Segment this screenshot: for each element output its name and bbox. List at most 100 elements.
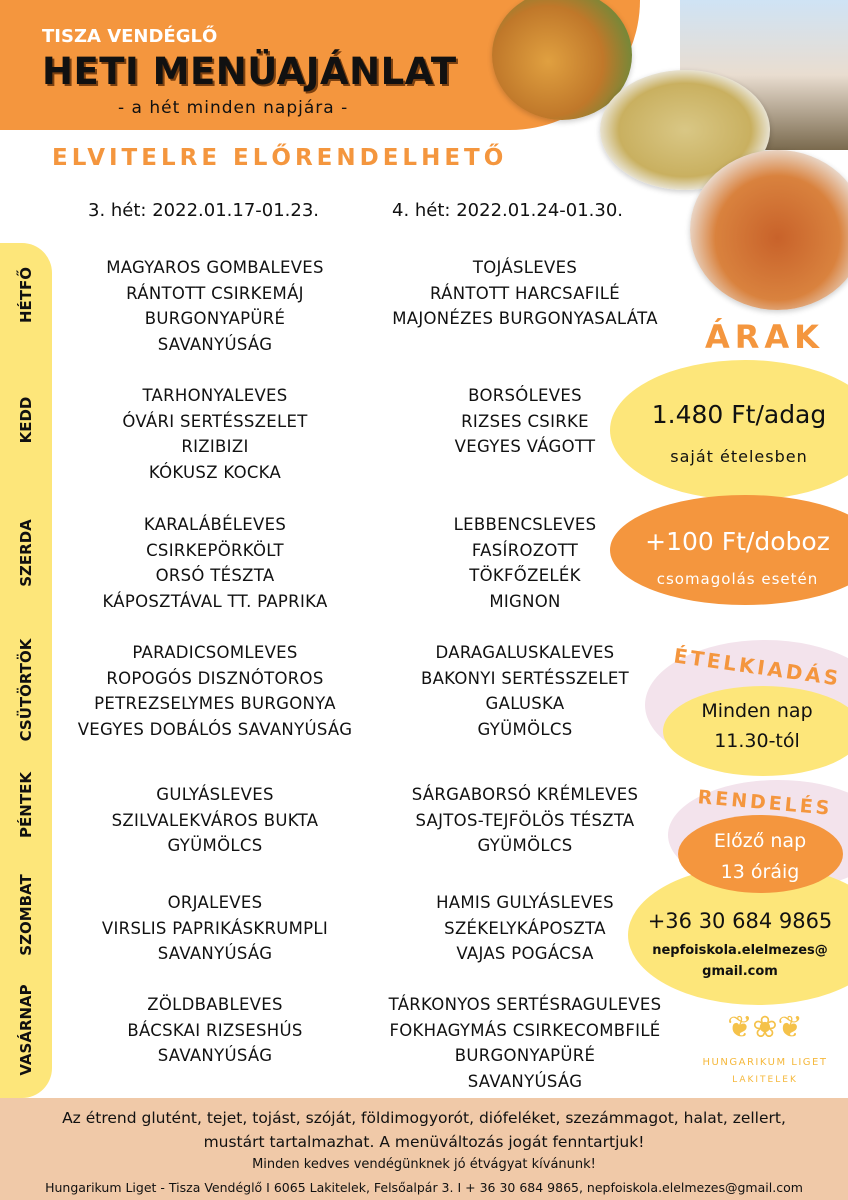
price-note: saját ételesben (670, 447, 808, 466)
dish-item: RÁNTOTT CSIRKEMÁJ (126, 283, 304, 303)
dish-item: SAVANYÚSÁG (467, 1071, 583, 1091)
menu-cell-week3: ORJALEVES VIRSLIS PAPRIKÁSKRUMPLI SAVANYÚS… (50, 890, 380, 967)
dish-item: PARADICSOMLEVES (132, 643, 298, 662)
prices-heading: ÁRAK (705, 318, 824, 356)
box-price: +100 Ft/doboz (645, 527, 830, 556)
dish-item: RIZIBIZI (181, 437, 249, 457)
ordering-inner (678, 815, 843, 893)
ordering-line2: 13 óráig (720, 861, 800, 883)
dish-item: LEBBENCSLEVES (453, 515, 597, 534)
dish-item: CSIRKEPÖRKÖLT (146, 540, 284, 560)
dish-item: RÁNTOTT HARCSAFILÉ (430, 283, 620, 303)
menu-cell-week4: BORSÓLEVES RIZSES CSIRKE VEGYES VÁGOTT (360, 383, 690, 460)
dish-item: ORJALEVES (167, 893, 263, 912)
menu-cell-week3: PARADICSOMLEVES ROPOGÓS DISZNÓTOROS PETREZ… (50, 640, 380, 742)
ornament-icon: ❦❀❦ (727, 1010, 803, 1045)
menu-cell-week4: SÁRGABORSÓ KRÉMLEVES SAJTOS-TEJFÖLÖS TÉSZ… (360, 782, 690, 859)
box-price-note: csomagolás esetén (656, 570, 819, 588)
dish-item: GYÜMÖLCS (477, 836, 573, 856)
menu-cell-week3: GULYÁSLEVES SZILVALEKVÁROS BUKTA GYÜMÖLCS (50, 782, 380, 859)
day-sidebar (0, 243, 52, 1098)
day-label: HÉTFŐ (17, 266, 35, 324)
menu-cell-week3: ZÖLDBABLEVES BÁCSKAI RIZSESHÚS SAVANYÚSÁG (50, 992, 380, 1069)
dish-item: HAMIS GULYÁSLEVES (436, 893, 614, 912)
menu-cell-week4: TOJÁSLEVES RÁNTOTT HARCSAFILÉ MAJONÉZES BU… (360, 255, 690, 332)
dish-item: SAVANYÚSÁG (157, 1046, 273, 1066)
logo-place: LAKITELEK (732, 1075, 798, 1085)
week-4-heading: 4. hét: 2022.01.24-01.30. (392, 200, 624, 221)
allergen-notice: Az étrend glutént, tejet, tojást, szóját… (62, 1109, 786, 1127)
schnitzel-photo (492, 0, 632, 120)
price-value: 1.480 Ft/adag (651, 400, 827, 429)
dish-item: PETREZSELYMES BURGONYA (94, 694, 336, 714)
box-price-bubble (610, 495, 848, 605)
day-label: CSÜTÖRTÖK (17, 638, 35, 742)
dish-item: TÁRKONYOS SERTÉSRAGULEVES (388, 995, 662, 1014)
dish-item: MAGYAROS GOMBALEVES (106, 258, 324, 277)
logo-name: HUNGARIKUM LIGET (702, 1057, 828, 1068)
dish-item: KÁPOSZTÁVAL TT. PAPRIKA (102, 591, 328, 611)
dish-item: RIZSES CSIRKE (461, 411, 589, 431)
dish-item: VEGYES DOBÁLÓS SAVANYÚSÁG (77, 719, 353, 739)
menu-cell-week4: DARAGALUSKALEVES BAKONYI SERTÉSSZELET GALU… (360, 640, 690, 742)
dish-item: VEGYES VÁGOTT (454, 437, 596, 457)
day-label: VASÁRNAP (17, 984, 35, 1076)
ordering-line1: Előző nap (713, 830, 807, 852)
page-title: HETI MENÜAJÁNLAT (42, 50, 457, 93)
dish-item: SAVANYÚSÁG (157, 944, 273, 964)
dish-item: SAVANYÚSÁG (157, 334, 273, 354)
phone-number[interactable]: +36 30 684 9865 (647, 909, 833, 933)
dish-item: TOJÁSLEVES (472, 258, 578, 277)
menu-cell-week4: TÁRKONYOS SERTÉSRAGULEVES FOKHAGYMÁS CSIR… (360, 992, 690, 1094)
dish-item: DARAGALUSKALEVES (435, 643, 615, 662)
email-line2[interactable]: gmail.com (702, 964, 778, 979)
week-3-heading: 3. hét: 2022.01.17-01.23. (88, 200, 320, 221)
serving-line1: Minden nap (701, 700, 813, 722)
dish-item: ORSÓ TÉSZTA (155, 566, 275, 586)
dish-item: KÓKUSZ KOCKA (148, 462, 282, 482)
serving-line2: 11.30-tól (714, 730, 800, 752)
rice-meat-photo (690, 150, 848, 310)
dish-item: TARHONYALEVES (142, 386, 288, 405)
dish-item: TÖKFŐZELÉK (469, 566, 581, 586)
day-label: KEDD (17, 396, 35, 444)
dish-item: ZÖLDBABLEVES (147, 995, 283, 1014)
dish-item: VAJAS POGÁCSA (456, 944, 594, 964)
menu-cell-week3: MAGYAROS GOMBALEVES RÁNTOTT CSIRKEMÁJ BURG… (50, 255, 380, 357)
contact-line: Hungarikum Liget - Tisza Vendéglő I 6065… (45, 1180, 803, 1195)
dish-item: ROPOGÓS DISZNÓTOROS (106, 668, 324, 688)
allergen-notice-2: mustárt tartalmazhat. A menüváltozás jog… (203, 1133, 645, 1151)
dish-item: GYÜMÖLCS (477, 719, 573, 739)
day-label: SZOMBAT (17, 874, 35, 956)
dish-item: BAKONYI SERTÉSSZELET (420, 668, 630, 688)
menu-cell-week4: LEBBENCSLEVES FASÍROZOTT TÖKFŐZELÉK MIGNON (360, 512, 690, 614)
dish-item: SZILVALEKVÁROS BUKTA (111, 810, 319, 830)
serving-inner (663, 686, 848, 776)
dish-item: ÓVÁRI SERTÉSSZELET (122, 411, 308, 431)
greeting: Minden kedves vendégünknek jó étvágyat k… (252, 1157, 596, 1172)
dish-item: BORSÓLEVES (468, 386, 582, 405)
dish-item: BURGONYAPÜRÉ (454, 1046, 596, 1066)
dish-item: MIGNON (489, 591, 561, 611)
day-label: PÉNTEK (17, 772, 35, 838)
menu-cell-week4: HAMIS GULYÁSLEVES SZÉKELYKÁPOSZTA VAJAS PO… (360, 890, 690, 967)
dish-item: SÁRGABORSÓ KRÉMLEVES (411, 785, 639, 804)
dish-item: GULYÁSLEVES (156, 785, 274, 804)
dish-item: GALUSKA (485, 694, 565, 714)
dish-item: KARALÁBÉLEVES (143, 515, 287, 534)
dish-item: GYÜMÖLCS (167, 836, 263, 856)
dish-item: BÁCSKAI RIZSESHÚS (127, 1020, 303, 1040)
dish-item: FOKHAGYMÁS CSIRKECOMBFILÉ (389, 1020, 661, 1040)
footer: Az étrend glutént, tejet, tojást, szóját… (0, 1098, 848, 1200)
dish-item: VIRSLIS PAPRIKÁSKRUMPLI (101, 918, 329, 938)
subtitle: - a hét minden napjára - (118, 98, 349, 118)
dish-item: MAJONÉZES BURGONYASALÁTA (392, 309, 658, 329)
brand-name: TISZA VENDÉGLŐ (42, 26, 218, 47)
dish-item: SZÉKELYKÁPOSZTA (444, 918, 606, 938)
price-bubble (610, 360, 848, 500)
email-line1[interactable]: nepfoiskola.elelmezes@ (652, 943, 828, 958)
dish-item: FASÍROZOTT (471, 540, 579, 560)
day-label: SZERDA (17, 519, 35, 587)
dish-item: SAJTOS-TEJFÖLÖS TÉSZTA (415, 810, 635, 830)
dish-item: BURGONYAPÜRÉ (144, 309, 286, 329)
